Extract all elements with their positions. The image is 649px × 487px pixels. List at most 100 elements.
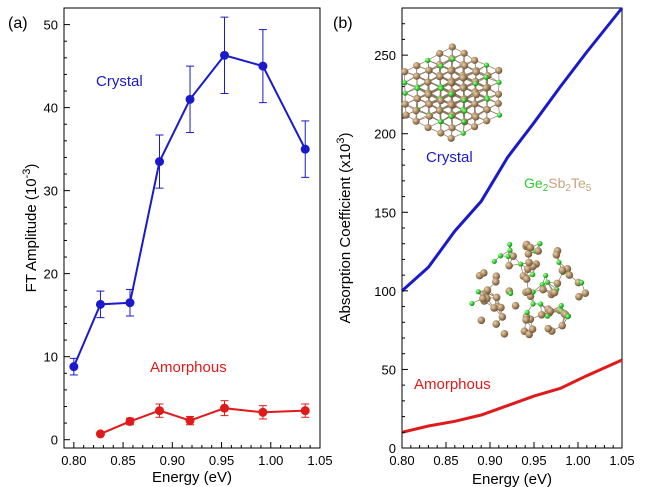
- atom-sb-te: [581, 289, 590, 297]
- panel-b: 0.80 0.85 0.90 0.95 1.00 1.05 0 50 100 150 200 250…: [333, 7, 635, 487]
- atom-sb-te: [436, 72, 444, 81]
- compound-formula: Ge2Sb2Te5: [524, 175, 592, 194]
- atom-sb-te: [483, 117, 491, 125]
- atom-sb-te: [544, 324, 553, 333]
- data-point-crystal: [258, 61, 268, 71]
- atom-sb-te: [412, 117, 420, 125]
- panel-label-b: (b): [333, 15, 353, 32]
- atom-sb-te: [550, 288, 559, 297]
- x-tick-label: 1.00: [258, 453, 283, 468]
- atom-ge: [544, 279, 551, 285]
- atom-ge: [530, 301, 536, 307]
- atom-sb-te: [534, 247, 542, 255]
- y-tick-label: 50: [382, 362, 396, 377]
- atom-ge: [425, 57, 431, 63]
- atom-sb-te: [436, 49, 444, 58]
- atom-sb-te: [495, 66, 503, 75]
- y-tick-label: 0: [389, 441, 396, 456]
- atom-ge: [402, 80, 408, 86]
- data-point-amorphous: [300, 406, 310, 416]
- atom-sb-te: [470, 123, 479, 131]
- atom-sb-te: [401, 100, 409, 108]
- atom-ge: [484, 96, 491, 102]
- atom-sb-te: [575, 292, 583, 301]
- y-tick-label: 40: [44, 101, 58, 116]
- atom-sb-te: [477, 316, 486, 325]
- atom-sb-te: [459, 74, 467, 82]
- atom-sb-te: [483, 286, 492, 294]
- data-point-amorphous: [125, 416, 135, 426]
- atom-ge: [414, 85, 420, 91]
- y-tick-label: 50: [44, 18, 58, 33]
- formula-sb-sub: 2: [565, 183, 571, 194]
- atom-sb-te: [425, 100, 433, 108]
- atom-sb-te: [413, 72, 421, 80]
- atom-sb-te: [447, 101, 455, 109]
- atom-sb-te: [552, 251, 561, 259]
- atom-sb-te: [413, 95, 421, 103]
- series-label-crystal-b: Crystal: [426, 149, 473, 166]
- atom-sb-te: [412, 107, 420, 115]
- atom-sb-te: [425, 66, 433, 74]
- atom-ge: [448, 113, 454, 120]
- series-label-amorphous-b: Amorphous: [414, 376, 491, 393]
- atom-ge: [472, 81, 479, 87]
- formula-sb: Sb: [548, 175, 565, 191]
- atom-sb-te: [461, 62, 469, 70]
- x-tick-label: 1.05: [609, 453, 634, 468]
- atom-ge: [402, 90, 408, 96]
- atom-ge: [530, 271, 536, 278]
- series-line-amorphous: [401, 358, 623, 434]
- formula-ge: Ge: [524, 175, 543, 191]
- atom-ge: [448, 91, 454, 97]
- atom-sb-te: [401, 68, 409, 76]
- data-point-amorphous: [95, 429, 105, 439]
- atom-ge: [543, 272, 549, 279]
- data-point-amorphous: [155, 406, 165, 416]
- data-point-crystal: [95, 299, 105, 309]
- atom-ge: [469, 300, 475, 307]
- atom-sb-te: [437, 129, 445, 137]
- atom-sb-te: [509, 252, 517, 260]
- y-axis-label-b-exp: 3: [335, 138, 347, 144]
- atom-sb-te: [424, 123, 432, 132]
- atom-sb-te: [498, 313, 507, 321]
- atom-ge: [450, 56, 456, 62]
- data-point-amorphous: [219, 403, 229, 413]
- series-line-crystal: [401, 7, 624, 293]
- data-point-crystal: [69, 362, 79, 372]
- atom-sb-te: [522, 316, 530, 324]
- atom-ge: [483, 62, 490, 68]
- y-axis-label-a-text: FT Amplitude (10: [23, 178, 40, 292]
- atom-ge: [507, 241, 513, 248]
- atom-sb-te: [471, 56, 479, 64]
- atom-sb-te: [483, 106, 491, 114]
- y-tick-label: 10: [44, 350, 58, 365]
- amorphous-structure-illustration: [469, 240, 590, 339]
- atom-ge: [461, 119, 467, 125]
- atom-ge: [475, 289, 481, 295]
- y-tick-label: 30: [44, 184, 58, 199]
- atom-ge: [508, 290, 514, 296]
- atom-sb-te: [511, 301, 520, 310]
- atom-ge: [507, 247, 513, 253]
- y-axis-label-a-close: ): [23, 164, 40, 169]
- data-point-crystal: [155, 157, 165, 167]
- formula-te: Te: [571, 175, 586, 191]
- y-tick-label: 200: [374, 127, 396, 142]
- atom-sb-te: [472, 91, 480, 99]
- atom-ge: [438, 86, 444, 92]
- atom-ge: [491, 258, 497, 264]
- atom-ge: [558, 302, 564, 309]
- x-axis-label-b: Energy (eV): [472, 471, 552, 487]
- x-tick-label: 0.95: [521, 453, 546, 468]
- atom-sb-te: [522, 275, 531, 283]
- atom-sb-te: [437, 97, 445, 105]
- atom-sb-te: [537, 310, 546, 319]
- atom-sb-te: [479, 269, 488, 277]
- atom-sb-te: [526, 243, 535, 252]
- y-tick-label: 100: [374, 284, 396, 299]
- data-point-crystal: [300, 144, 310, 154]
- atom-sb-te: [471, 100, 479, 108]
